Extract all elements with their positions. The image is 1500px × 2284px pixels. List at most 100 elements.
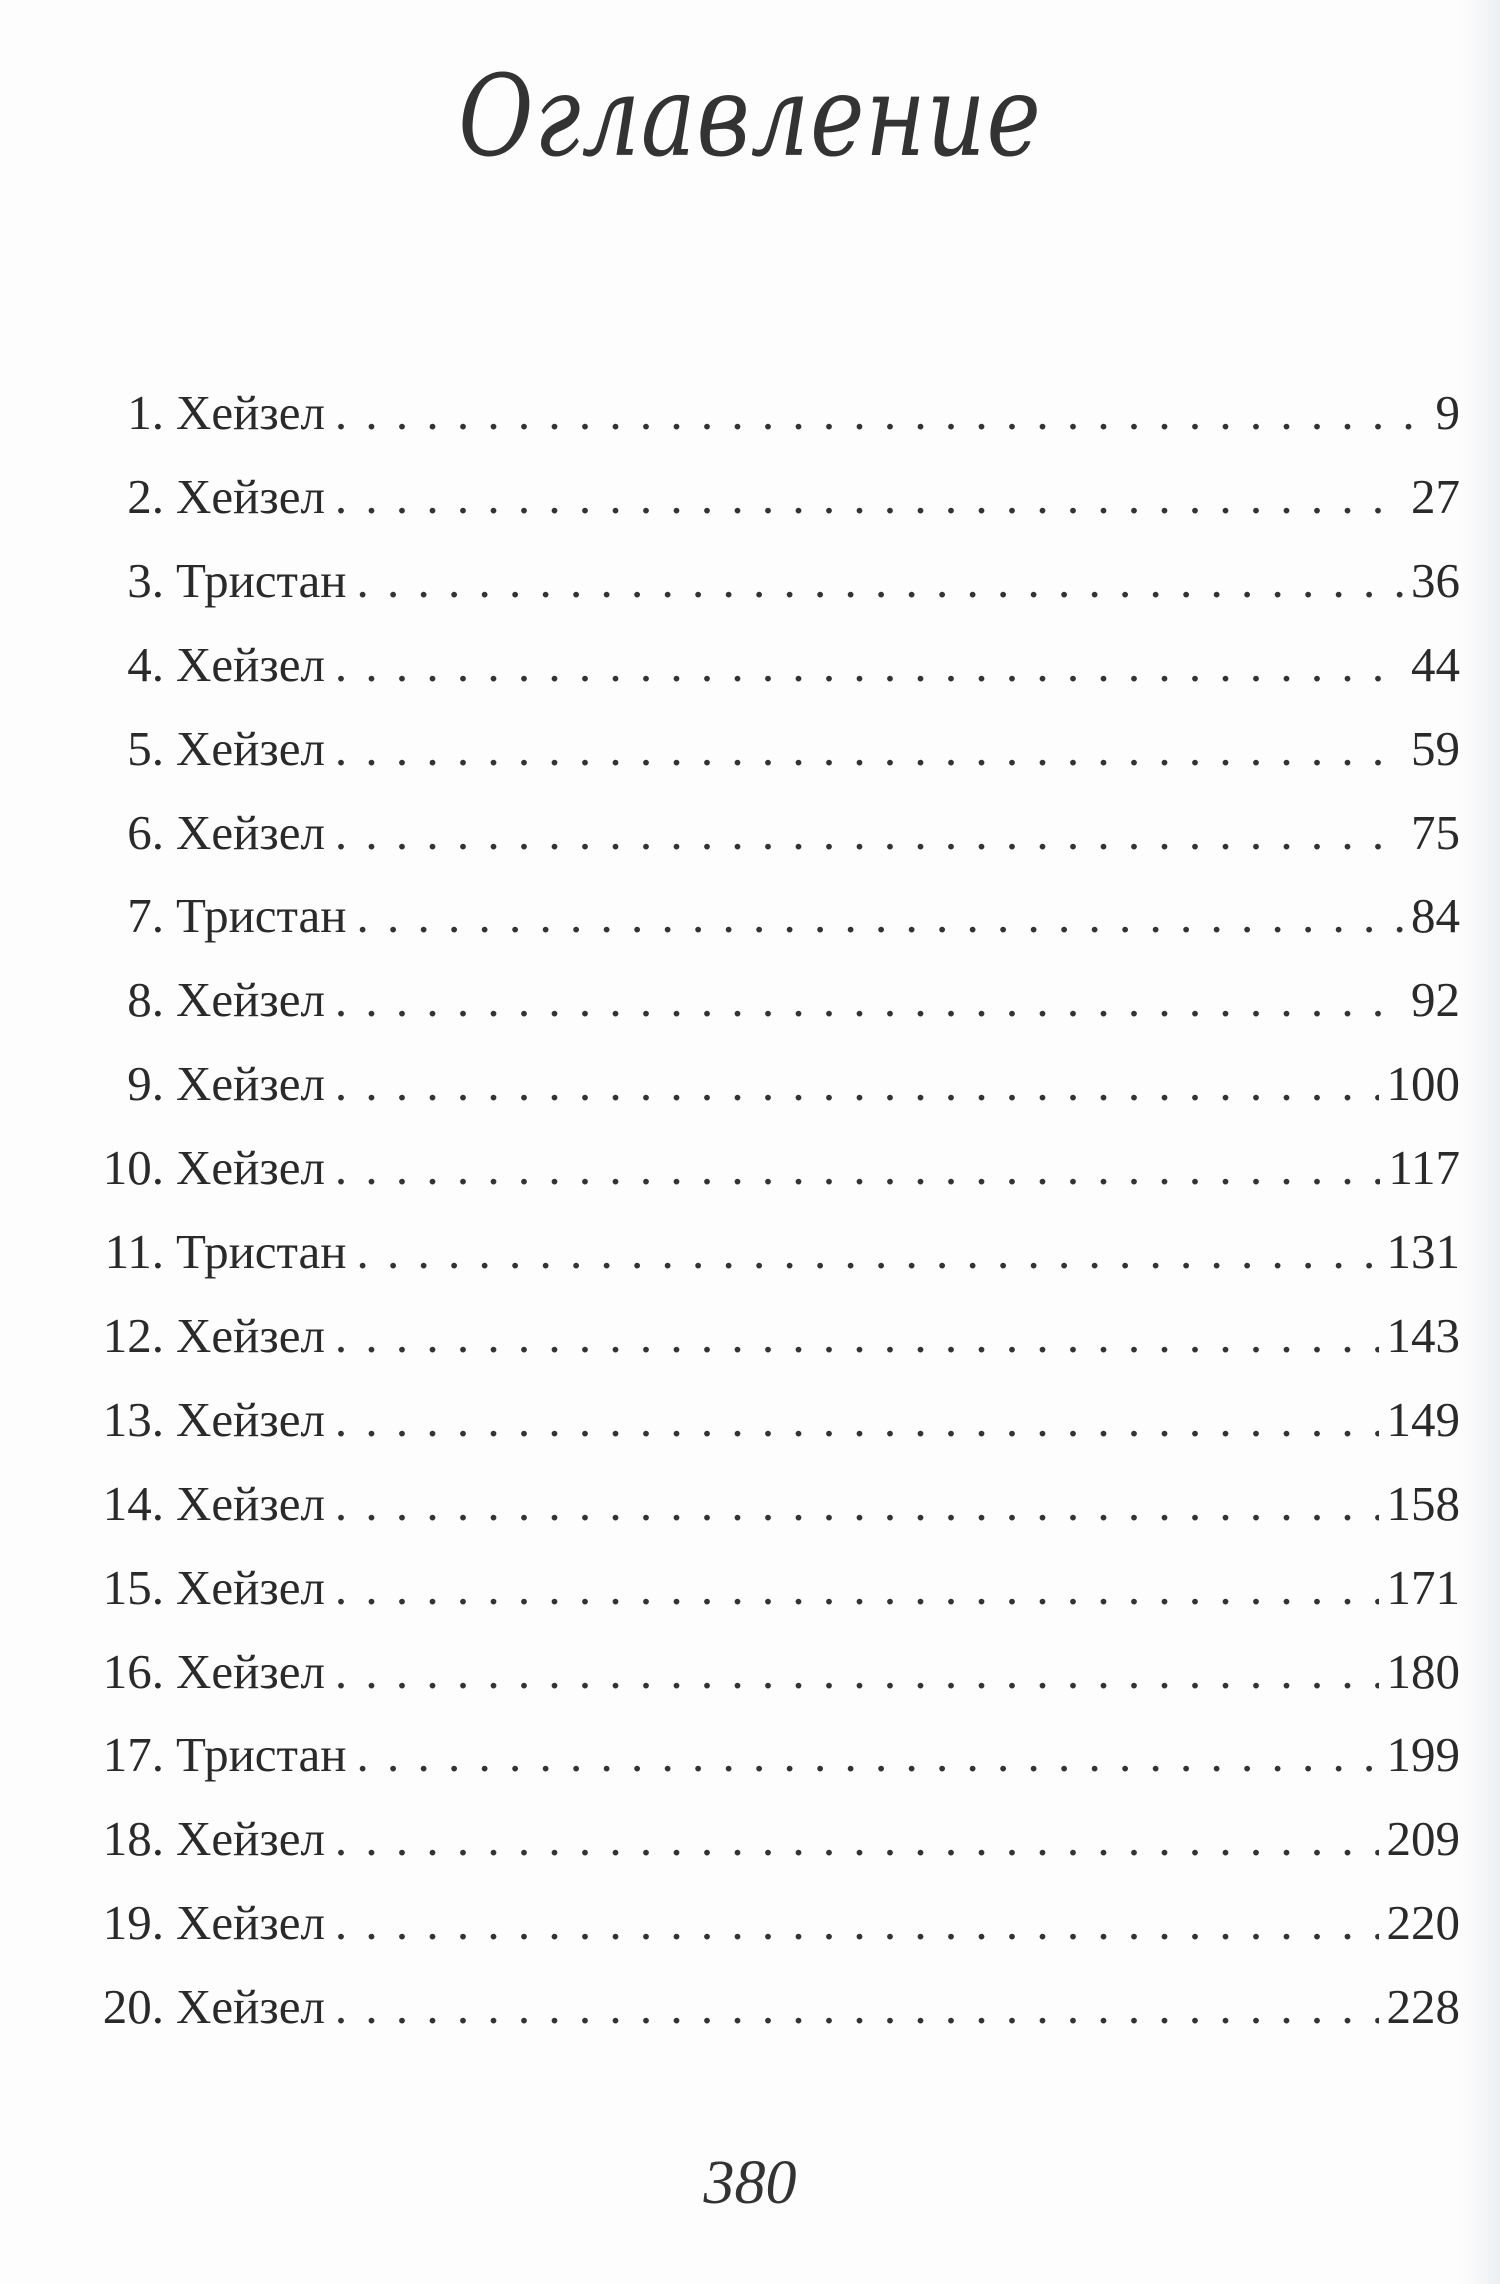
chapter-number: 3.: [127, 552, 164, 608]
chapter-page: 149: [1386, 1391, 1461, 1447]
chapter-page: 92: [1411, 972, 1460, 1028]
chapter-page: 27: [1411, 468, 1460, 524]
chapter-page: 209: [1386, 1811, 1461, 1867]
chapter-number: 9.: [127, 1056, 164, 1112]
toc-entry: 11.Тристан 131: [0, 1223, 1460, 1283]
dot-leader: [335, 1559, 1379, 1616]
dot-leader: [335, 1643, 1379, 1700]
chapter-number: 10.: [102, 1140, 164, 1196]
dot-leader: [335, 1978, 1379, 2035]
toc-entry: 3.Тристан 36: [0, 552, 1460, 612]
dot-leader: [335, 636, 1403, 693]
chapter-title: Хейзел: [176, 804, 325, 860]
chapter-title: Хейзел: [176, 1056, 325, 1112]
chapter-title: Хейзел: [176, 636, 325, 692]
toc-entry: 7.Тристан 84: [0, 887, 1460, 947]
chapter-number: 14.: [102, 1475, 164, 1531]
toc-entry: 16.Хейзел 180: [0, 1643, 1460, 1703]
chapter-page: 9: [1435, 385, 1461, 440]
chapter-number: 12.: [102, 1307, 164, 1363]
chapter-page: 180: [1386, 1643, 1461, 1699]
chapter-number: 20.: [102, 1979, 164, 2035]
chapter-page: 158: [1386, 1475, 1461, 1531]
page-number: 380: [703, 2149, 797, 2217]
chapter-title: Тристан: [176, 1224, 347, 1279]
chapter-title: Тристан: [176, 552, 347, 608]
chapter-page: 59: [1411, 720, 1460, 776]
toc-entry: 10.Хейзел 117: [0, 1139, 1460, 1199]
toc-entry: 8.Хейзел 92: [0, 971, 1460, 1031]
chapter-number: 19.: [102, 1895, 164, 1951]
chapter-page: 220: [1386, 1895, 1461, 1951]
toc-entry: 15.Хейзел 171: [0, 1559, 1460, 1619]
chapter-title: Хейзел: [176, 1979, 325, 2035]
dot-leader: [335, 1894, 1379, 1951]
chapter-number: 16.: [102, 1643, 164, 1699]
chapter-title: Хейзел: [176, 1811, 325, 1867]
chapter-title: Тристан: [176, 1727, 347, 1783]
toc-entry: 4.Хейзел 44: [0, 636, 1460, 696]
chapter-title: Хейзел: [176, 1475, 325, 1531]
chapter-number: 18.: [102, 1811, 164, 1867]
toc-entry: 13.Хейзел 149: [0, 1391, 1460, 1451]
toc-entry: 18.Хейзел 209: [0, 1810, 1460, 1870]
toc-entry: 12.Хейзел 143: [0, 1307, 1460, 1367]
dot-leader: [335, 720, 1403, 777]
toc-entry: 1.Хейзел 9: [0, 384, 1460, 444]
chapter-page: 199: [1386, 1727, 1461, 1783]
chapter-number: 15.: [102, 1559, 164, 1615]
dot-leader: [335, 1139, 1380, 1196]
chapter-number: 2.: [127, 468, 164, 524]
chapter-page: 131: [1386, 1224, 1461, 1279]
chapter-page: 84: [1411, 888, 1460, 944]
dot-leader: [357, 552, 1403, 609]
chapter-title: Хейзел: [176, 1643, 325, 1699]
chapter-number: 5.: [127, 720, 164, 776]
chapter-title: Хейзел: [176, 972, 325, 1028]
toc-entry: 6.Хейзел 75: [0, 804, 1460, 864]
dot-leader: [335, 1391, 1379, 1448]
chapter-page: 228: [1386, 1979, 1461, 2035]
chapter-number: 8.: [127, 972, 164, 1028]
dot-leader: [335, 1307, 1379, 1364]
toc-entry: 19.Хейзел 220: [0, 1894, 1460, 1954]
page-edge-shadow: [1460, 0, 1500, 2284]
chapter-number: 13.: [102, 1391, 164, 1447]
chapter-title: Хейзел: [176, 1895, 325, 1951]
toc-entry: 20.Хейзел 228: [0, 1978, 1460, 2038]
chapter-number: 4.: [127, 636, 164, 692]
chapter-page: 171: [1386, 1559, 1461, 1615]
dot-leader: [335, 971, 1403, 1028]
dot-leader: [357, 1223, 1379, 1280]
chapter-page: 117: [1388, 1140, 1460, 1196]
dot-leader: [335, 1810, 1379, 1867]
chapter-title: Хейзел: [176, 1140, 325, 1196]
toc-entry: 14.Хейзел 158: [0, 1475, 1460, 1535]
toc-entry: 9.Хейзел 100: [0, 1055, 1460, 1115]
chapter-page: 36: [1411, 552, 1460, 608]
chapter-title: Хейзел: [176, 720, 325, 776]
chapter-number: 1.: [127, 385, 164, 440]
chapter-title: Тристан: [176, 888, 347, 944]
dot-leader: [335, 468, 1403, 525]
dot-leader: [357, 887, 1403, 944]
dot-leader: [335, 1475, 1379, 1532]
toc-entry: 17.Тристан 199: [0, 1726, 1460, 1786]
chapter-title: Хейзел: [176, 1559, 325, 1615]
chapter-number: 17.: [102, 1727, 164, 1783]
chapter-page: 100: [1386, 1056, 1461, 1112]
toc-entry: 2.Хейзел 27: [0, 468, 1460, 528]
chapter-number: 6.: [127, 804, 164, 860]
page-title: Оглавление: [458, 52, 1042, 182]
chapter-title: Хейзел: [176, 1391, 325, 1447]
chapter-number: 11.: [104, 1224, 164, 1279]
chapter-page: 44: [1411, 636, 1460, 692]
dot-leader: [335, 1055, 1379, 1112]
chapter-page: 75: [1411, 804, 1460, 860]
dot-leader: [335, 804, 1403, 861]
chapter-page: 143: [1386, 1307, 1461, 1363]
chapter-title: Хейзел: [176, 1307, 325, 1363]
chapter-title: Хейзел: [176, 468, 325, 524]
chapter-number: 7.: [127, 888, 164, 944]
chapter-title: Хейзел: [176, 385, 325, 440]
